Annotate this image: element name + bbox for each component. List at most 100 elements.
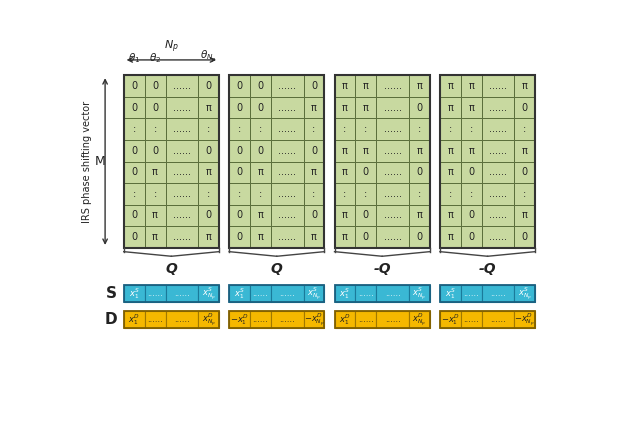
Bar — [335, 75, 430, 248]
Text: ......: ...... — [279, 315, 295, 324]
Bar — [461, 118, 482, 140]
Bar — [335, 205, 355, 226]
Bar — [229, 75, 250, 97]
Text: :: : — [132, 189, 136, 199]
Text: $-x^D_1$: $-x^D_1$ — [441, 312, 460, 327]
Text: -Q: -Q — [374, 262, 391, 276]
Text: Q: Q — [166, 262, 177, 276]
Text: ......: ...... — [489, 103, 507, 112]
Text: π: π — [342, 232, 348, 242]
Bar — [376, 162, 409, 183]
Text: :: : — [469, 124, 473, 134]
Bar — [440, 205, 461, 226]
Bar — [409, 162, 430, 183]
Text: ......: ...... — [173, 232, 191, 242]
Text: ......: ...... — [384, 211, 402, 220]
Text: π: π — [311, 232, 317, 242]
Bar — [166, 285, 198, 302]
Text: 0: 0 — [152, 103, 158, 112]
Bar — [250, 183, 271, 205]
Text: :: : — [259, 189, 262, 199]
Bar — [304, 226, 324, 248]
Bar — [409, 140, 430, 162]
Text: ......: ...... — [489, 211, 507, 220]
Text: π: π — [447, 103, 454, 112]
Bar — [461, 311, 482, 328]
Text: 0: 0 — [258, 103, 263, 112]
Text: π: π — [258, 232, 263, 242]
Bar — [166, 226, 198, 248]
Bar — [355, 285, 376, 302]
Text: 0: 0 — [416, 103, 423, 112]
Bar — [461, 75, 482, 97]
Text: 0: 0 — [416, 168, 423, 177]
Text: 0: 0 — [131, 211, 137, 220]
Bar — [440, 140, 461, 162]
Bar — [376, 285, 409, 302]
Bar — [198, 285, 219, 302]
Text: :: : — [238, 189, 241, 199]
Text: π: π — [468, 146, 474, 156]
Text: ......: ...... — [385, 315, 401, 324]
Bar — [514, 162, 536, 183]
Text: :: : — [207, 124, 210, 134]
Bar — [271, 205, 304, 226]
Bar — [123, 226, 145, 248]
Text: D: D — [105, 312, 118, 327]
Text: 0: 0 — [131, 168, 137, 177]
Text: π: π — [342, 211, 348, 220]
Text: ......: ...... — [384, 124, 402, 134]
Text: π: π — [342, 103, 348, 112]
Bar — [355, 183, 376, 205]
Text: 0: 0 — [258, 81, 263, 91]
Bar — [304, 205, 324, 226]
Bar — [166, 205, 198, 226]
Bar — [514, 97, 536, 118]
Text: π: π — [152, 232, 158, 242]
Bar — [409, 183, 430, 205]
Text: π: π — [447, 232, 454, 242]
Bar — [250, 311, 271, 328]
Text: ......: ...... — [490, 289, 506, 298]
Bar — [461, 140, 482, 162]
Bar — [440, 285, 461, 302]
Text: π: π — [342, 81, 348, 91]
Text: 0: 0 — [522, 103, 528, 112]
Bar — [482, 285, 514, 302]
Bar — [376, 118, 409, 140]
Bar — [198, 75, 219, 97]
Bar — [123, 140, 145, 162]
Bar — [376, 183, 409, 205]
Text: 0: 0 — [363, 168, 369, 177]
Text: -Q: -Q — [479, 262, 496, 276]
Text: π: π — [468, 103, 474, 112]
Bar — [355, 162, 376, 183]
Text: π: π — [468, 81, 474, 91]
Text: 0: 0 — [311, 81, 317, 91]
Bar — [514, 75, 536, 97]
Text: ......: ...... — [384, 103, 402, 112]
Bar — [376, 97, 409, 118]
Bar — [304, 183, 324, 205]
Bar — [335, 118, 355, 140]
Text: π: π — [363, 81, 369, 91]
Text: $-x^D_{N_p}$: $-x^D_{N_p}$ — [514, 311, 535, 328]
Text: 0: 0 — [363, 232, 369, 242]
Text: 0: 0 — [522, 168, 528, 177]
Text: ......: ...... — [278, 232, 296, 242]
Bar — [271, 183, 304, 205]
Text: π: π — [416, 211, 422, 220]
Bar — [123, 183, 145, 205]
Text: ......: ...... — [385, 289, 401, 298]
Text: π: π — [152, 211, 158, 220]
Text: :: : — [259, 124, 262, 134]
Text: 0: 0 — [152, 146, 158, 156]
Text: $N_p$: $N_p$ — [164, 39, 179, 55]
Bar — [304, 118, 324, 140]
Text: 0: 0 — [311, 211, 317, 220]
Text: π: π — [447, 146, 454, 156]
Text: π: π — [258, 211, 263, 220]
Text: ......: ...... — [253, 315, 268, 324]
Text: ......: ...... — [489, 146, 507, 156]
Text: 0: 0 — [468, 168, 474, 177]
